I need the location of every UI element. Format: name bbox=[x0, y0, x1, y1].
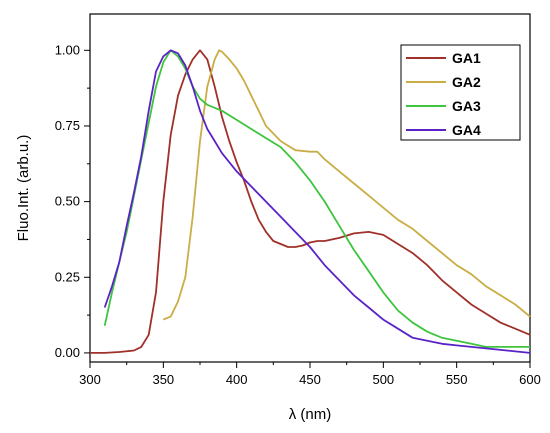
y-tick-label: 1.00 bbox=[55, 42, 80, 57]
legend-box bbox=[400, 44, 521, 141]
y-tick-label: 0.00 bbox=[55, 345, 80, 360]
series-line-ga1 bbox=[90, 49, 531, 354]
x-tick-label: 300 bbox=[79, 372, 101, 387]
x-tick-label: 350 bbox=[152, 372, 174, 387]
legend-label-ga2: GA2 bbox=[452, 74, 481, 90]
x-tick-label: 450 bbox=[299, 372, 321, 387]
legend-label-ga4: GA4 bbox=[452, 122, 481, 138]
legend-label-ga1: GA1 bbox=[452, 50, 481, 66]
y-tick-label: 0.25 bbox=[55, 269, 80, 284]
x-axis-title: λ (nm) bbox=[289, 406, 332, 423]
x-tick-label: 500 bbox=[372, 372, 394, 387]
series-line-ga3 bbox=[103, 49, 530, 348]
y-axis-title: Fluo.Int. (arb.u.) bbox=[15, 135, 32, 242]
x-tick-label: 600 bbox=[519, 372, 541, 387]
y-axis: 0.00 0.25 0.50 0.75 1.00 bbox=[55, 42, 90, 360]
y-tick-label: 0.75 bbox=[55, 118, 80, 133]
y-tick-label: 0.50 bbox=[55, 194, 80, 209]
x-tick-label: 400 bbox=[226, 372, 248, 387]
x-tick-label: 550 bbox=[446, 372, 468, 387]
series-line-ga4 bbox=[103, 49, 531, 354]
series-layer bbox=[90, 49, 531, 354]
legend-label-ga3: GA3 bbox=[452, 98, 481, 114]
x-axis: 300 350 400 450 500 550 600 bbox=[79, 362, 541, 387]
series-line-ga2 bbox=[162, 49, 531, 321]
legend: GA1 GA2 GA3 GA4 bbox=[400, 44, 521, 141]
